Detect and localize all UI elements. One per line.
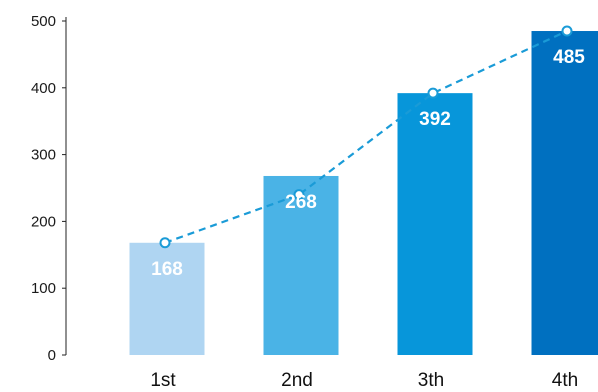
y-tick-label: 500 xyxy=(31,13,56,30)
data-label: 392 xyxy=(419,109,451,130)
trend-point-4th xyxy=(561,25,573,37)
y-tick-label: 0 xyxy=(48,347,56,364)
y-tick-label: 300 xyxy=(31,147,56,164)
bar-4th xyxy=(531,31,598,356)
data-label: 168 xyxy=(151,259,183,280)
bar-3th xyxy=(397,93,473,356)
y-tick-label: 200 xyxy=(31,213,56,230)
trend-point-2nd xyxy=(293,189,305,201)
trend-point-1st xyxy=(159,237,171,249)
x-axis: 1st 2nd 3th 4th xyxy=(150,370,578,391)
y-tick-label: 100 xyxy=(31,280,56,297)
trend-line xyxy=(159,25,573,249)
data-labels: 168 268 392 485 xyxy=(151,47,585,280)
data-label: 485 xyxy=(553,47,585,68)
y-axis: 0 100 200 300 400 500 xyxy=(31,13,67,364)
bar-1st xyxy=(129,242,205,355)
bars xyxy=(129,31,598,356)
bar-2nd xyxy=(263,175,339,355)
x-category-label: 3th xyxy=(418,370,444,391)
x-category-label: 4th xyxy=(552,370,578,391)
x-category-label: 2nd xyxy=(281,370,313,391)
y-tick-label: 400 xyxy=(31,80,56,97)
data-label: 268 xyxy=(285,192,317,213)
x-category-label: 1st xyxy=(150,370,176,391)
trend-line-path xyxy=(164,30,568,244)
trend-point-3th xyxy=(427,87,439,99)
